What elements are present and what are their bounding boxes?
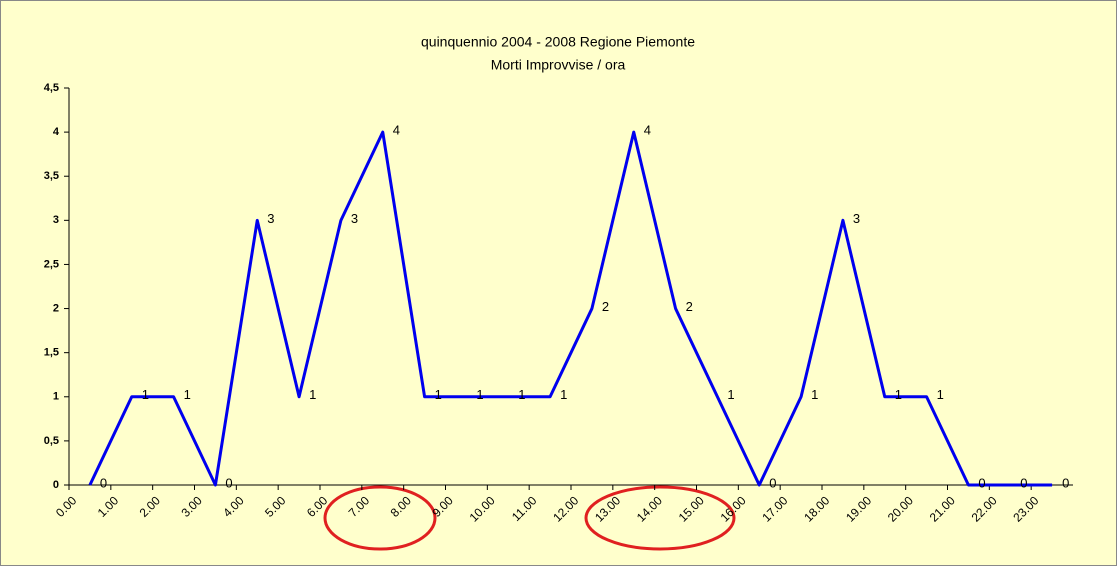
- data-label: 2: [602, 299, 609, 314]
- y-tick-label: 4,5: [44, 82, 59, 94]
- y-tick-label: 0: [53, 479, 59, 491]
- y-tick-label: 4: [53, 126, 60, 138]
- y-tick-label: 1,5: [44, 347, 59, 359]
- data-label: 0: [225, 475, 232, 490]
- y-tick-label: 3,5: [44, 170, 59, 182]
- data-label: 0: [100, 475, 107, 490]
- y-tick-label: 2,5: [44, 258, 59, 270]
- highlight-ellipse: [323, 485, 437, 551]
- data-label: 1: [727, 387, 734, 402]
- y-tick-label: 0,5: [44, 435, 59, 447]
- y-tick-label: 2: [53, 302, 59, 314]
- data-label: 1: [560, 387, 567, 402]
- data-label: 1: [309, 387, 316, 402]
- y-tick-label: 1: [53, 391, 59, 403]
- data-label: 3: [351, 211, 358, 226]
- data-label: 1: [811, 387, 818, 402]
- chart-subtitle: Morti Improvvise / ora: [491, 57, 626, 73]
- highlight-ellipse: [584, 485, 736, 551]
- data-label: 2: [686, 299, 693, 314]
- data-line: [88, 130, 1053, 487]
- data-label: 1: [518, 387, 525, 402]
- data-label: 0: [769, 475, 776, 490]
- data-label: 0: [1062, 475, 1069, 490]
- y-tick-label: 3: [53, 214, 59, 226]
- data-label: 1: [184, 387, 191, 402]
- data-label: 1: [895, 387, 902, 402]
- chart-title: quinquennio 2004 - 2008 Regione Piemonte: [421, 34, 695, 50]
- data-label: 1: [435, 387, 442, 402]
- data-label: 3: [853, 211, 860, 226]
- data-label: 0: [1020, 475, 1027, 490]
- data-label: 4: [393, 123, 400, 138]
- data-label: 4: [644, 123, 651, 138]
- data-label: 1: [476, 387, 483, 402]
- data-label: 3: [267, 211, 274, 226]
- data-label: 1: [937, 387, 944, 402]
- data-label: 0: [978, 475, 985, 490]
- data-label: 1: [142, 387, 149, 402]
